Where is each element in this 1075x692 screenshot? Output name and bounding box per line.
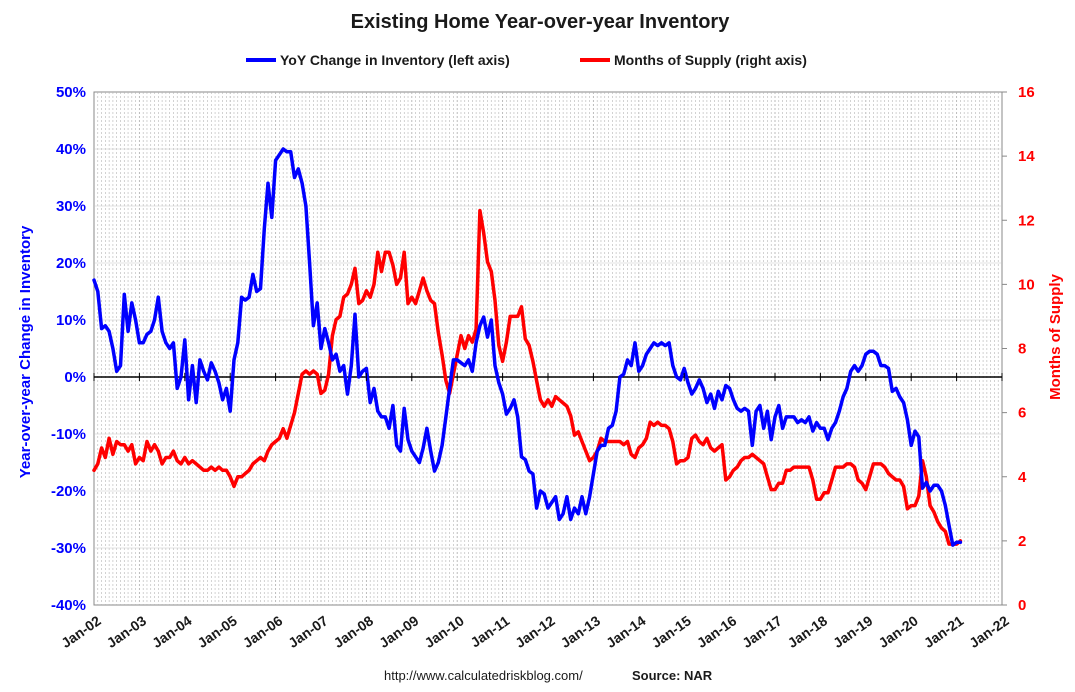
x-tick-label: Jan-02 xyxy=(58,612,104,651)
x-tick-label: Jan-06 xyxy=(240,612,286,651)
x-tick-label: Jan-07 xyxy=(285,612,331,651)
series-line-yoy-change xyxy=(92,147,963,547)
right-tick-label: 2 xyxy=(1018,533,1026,550)
left-tick-label: 10% xyxy=(56,312,86,329)
right-tick-label: 4 xyxy=(1018,469,1027,486)
x-tick-label: Jan-15 xyxy=(648,612,694,651)
x-tick-label: Jan-11 xyxy=(467,612,512,650)
left-axis-label: Year-over-year Change in Inventory xyxy=(17,225,34,478)
left-tick-label: 0% xyxy=(64,369,86,386)
left-tick-label: 40% xyxy=(56,141,86,158)
right-tick-label: 12 xyxy=(1018,212,1035,229)
x-tick-label: Jan-10 xyxy=(421,612,467,651)
x-tick-label: Jan-16 xyxy=(694,612,740,651)
right-tick-label: 14 xyxy=(1018,148,1035,165)
x-tick-label: Jan-05 xyxy=(194,612,240,651)
x-tick-label: Jan-17 xyxy=(739,612,785,651)
right-axis-label: Months of Supply xyxy=(1047,273,1064,399)
x-tick-label: Jan-14 xyxy=(603,612,649,651)
x-tick-label: Jan-04 xyxy=(149,612,195,651)
x-tick-label: Jan-08 xyxy=(331,612,377,651)
x-tick-label: Jan-21 xyxy=(921,612,967,651)
chart-title: Existing Home Year-over-year Inventory xyxy=(351,11,731,33)
x-tick-label: Jan-20 xyxy=(875,612,921,651)
legend-label-supply: Months of Supply (right axis) xyxy=(614,52,807,68)
source-label: Source: NAR xyxy=(632,668,713,683)
right-tick-label: 16 xyxy=(1018,84,1035,101)
right-tick-label: 8 xyxy=(1018,341,1026,358)
right-tick-label: 0 xyxy=(1018,597,1026,614)
left-tick-label: 30% xyxy=(56,198,86,215)
legend-label-yoy: YoY Change in Inventory (left axis) xyxy=(280,52,510,68)
x-tick-label: Jan-09 xyxy=(376,612,422,651)
right-axis: 16 14 12 10 8 6 4 2 0 xyxy=(1002,84,1035,614)
legend: YoY Change in Inventory (left axis) Mont… xyxy=(246,52,807,68)
x-tick-label: Jan-12 xyxy=(512,612,558,651)
x-tick-label: Jan-22 xyxy=(966,612,1012,651)
right-tick-label: 6 xyxy=(1018,405,1026,422)
series-line-months-of-supply xyxy=(92,208,963,546)
x-tick-label: Jan-19 xyxy=(830,612,876,651)
left-tick-label: 50% xyxy=(56,84,86,101)
source-url: http://www.calculatedriskblog.com/ xyxy=(384,668,583,683)
grid xyxy=(94,92,1002,605)
left-tick-label: -10% xyxy=(51,426,86,443)
x-tick-label: Jan-18 xyxy=(785,612,831,651)
series-lines xyxy=(92,147,963,547)
x-tick-label: Jan-13 xyxy=(558,612,604,651)
right-tick-label: 10 xyxy=(1018,276,1035,293)
left-tick-label: -30% xyxy=(51,540,86,557)
x-tick-label: Jan-03 xyxy=(104,612,150,651)
left-tick-label: 20% xyxy=(56,255,86,272)
left-axis: 50% 40% 30% 20% 10% 0% -10% -20% -30% -40% xyxy=(51,84,86,614)
left-tick-label: -20% xyxy=(51,483,86,500)
left-tick-label: -40% xyxy=(51,597,86,614)
